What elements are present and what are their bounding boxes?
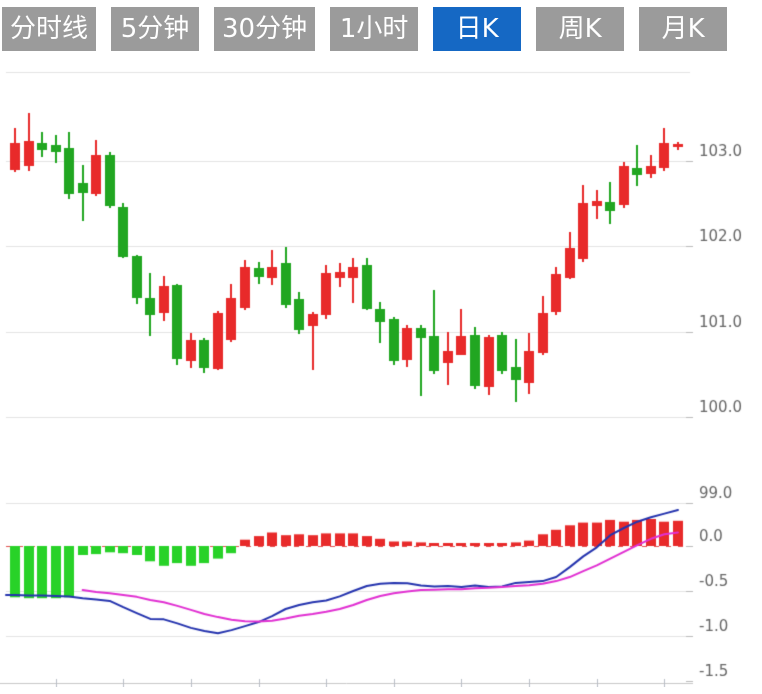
tab-monthly-k[interactable]: 月K: [639, 7, 728, 51]
tab-timeline[interactable]: 分时线: [2, 7, 97, 51]
tab-weekly-k[interactable]: 周K: [536, 7, 625, 51]
kline-macd-chart-canvas[interactable]: [0, 53, 762, 687]
tab-1hour[interactable]: 1小时: [330, 7, 419, 51]
tab-daily-k[interactable]: 日K: [433, 7, 522, 51]
tab-5min[interactable]: 5分钟: [111, 7, 200, 51]
interval-tabbar: 分时线 5分钟 30分钟 1小时 日K 周K 月K: [0, 0, 762, 53]
chart-area: [0, 53, 762, 687]
tab-30min[interactable]: 30分钟: [214, 7, 316, 51]
